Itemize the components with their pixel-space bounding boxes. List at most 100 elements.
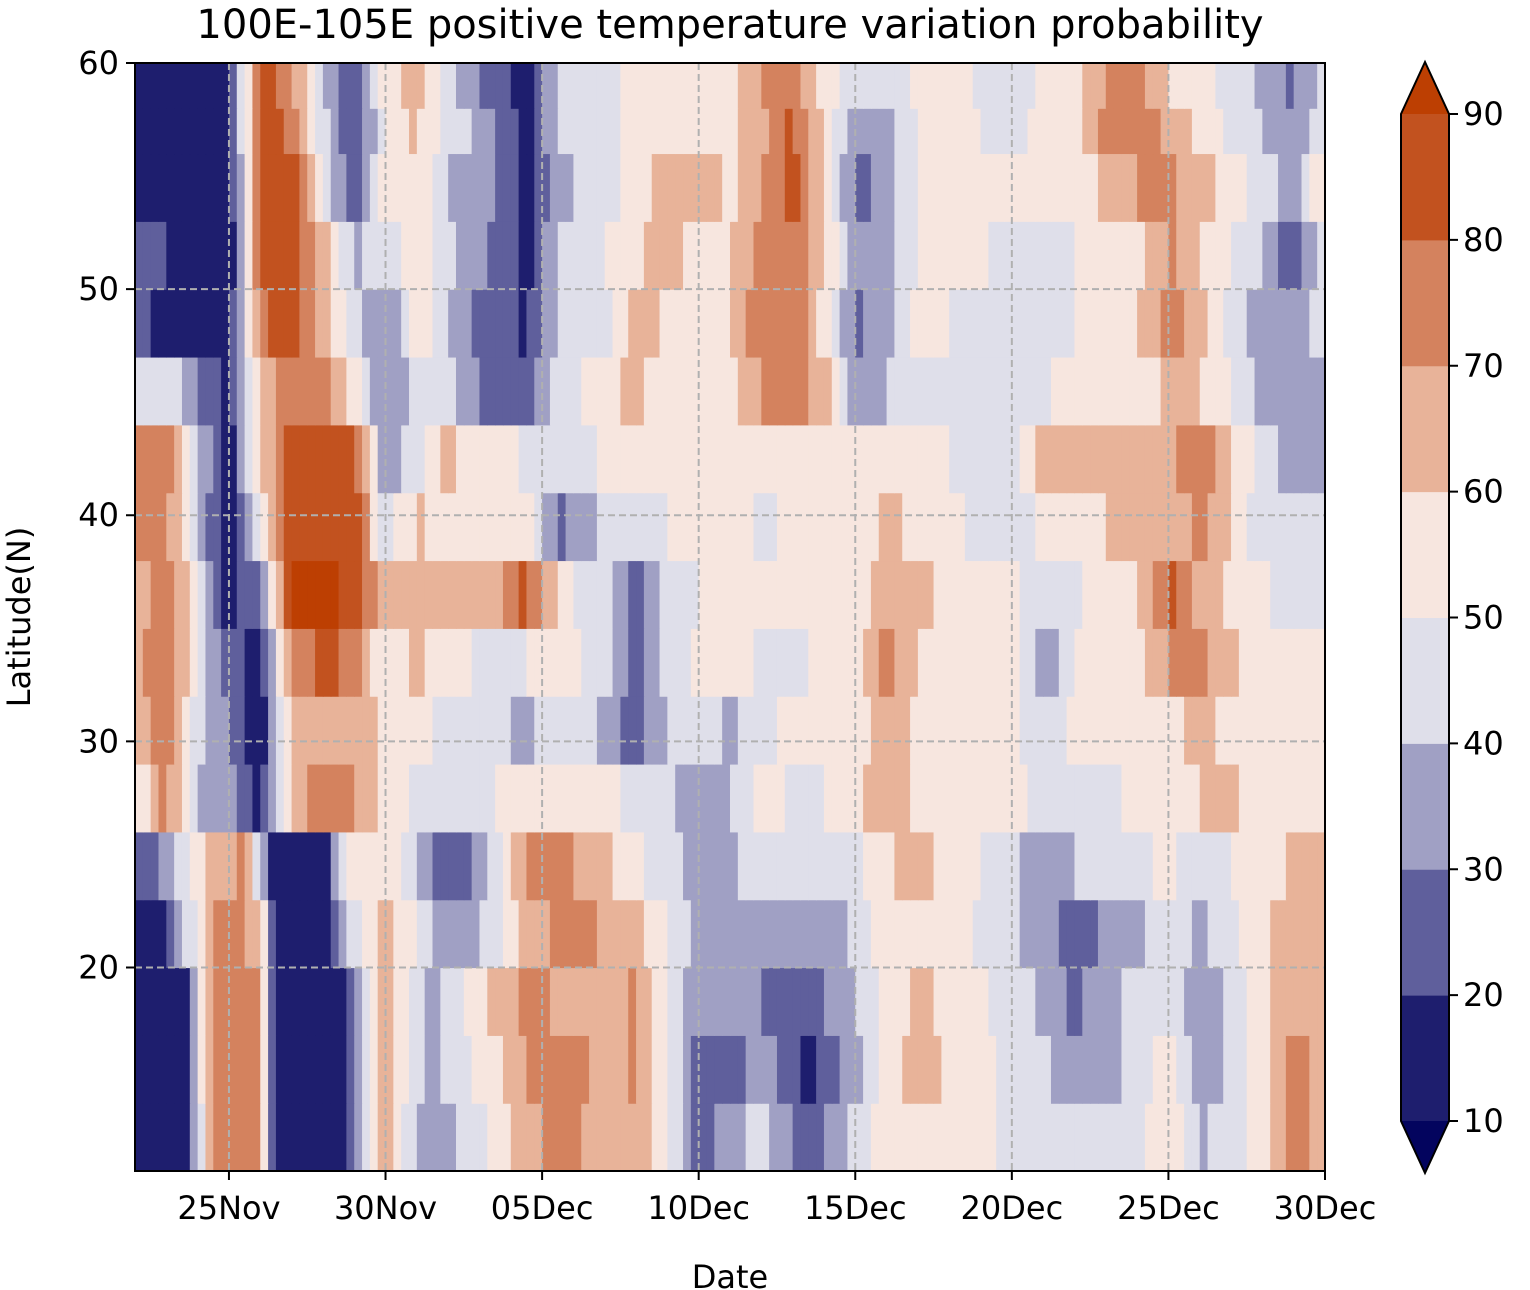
heatmap-cell bbox=[589, 289, 598, 358]
heatmap-cell bbox=[448, 899, 457, 969]
heatmap-cell bbox=[1238, 696, 1248, 765]
heatmap-cell bbox=[1262, 1035, 1271, 1104]
heatmap-cell bbox=[166, 63, 175, 109]
heatmap-cell bbox=[800, 628, 809, 697]
heatmap-cell bbox=[957, 356, 966, 426]
heatmap-cell bbox=[1066, 763, 1076, 833]
heatmap-cell bbox=[855, 221, 864, 290]
heatmap-cell bbox=[338, 1035, 347, 1104]
heatmap-cell bbox=[1043, 424, 1052, 494]
heatmap-cell bbox=[283, 967, 293, 1036]
heatmap-cell bbox=[1246, 63, 1256, 109]
heatmap-cell bbox=[1293, 424, 1303, 494]
heatmap-cell bbox=[628, 967, 637, 1036]
heatmap-cell bbox=[518, 153, 528, 222]
heatmap-cell bbox=[228, 899, 238, 969]
heatmap-cell bbox=[659, 1035, 668, 1104]
heatmap-cell bbox=[1301, 696, 1310, 765]
heatmap-cell bbox=[847, 763, 856, 833]
heatmap-cell bbox=[205, 831, 214, 901]
heatmap-cell bbox=[205, 1035, 214, 1104]
heatmap-cell bbox=[1129, 899, 1138, 969]
heatmap-cell bbox=[1254, 424, 1263, 494]
heatmap-cell bbox=[1097, 356, 1107, 426]
heatmap-cell bbox=[252, 831, 261, 901]
heatmap-cell bbox=[894, 221, 903, 290]
heatmap-cell bbox=[964, 967, 974, 1036]
heatmap-cell bbox=[221, 967, 230, 1036]
heatmap-cell bbox=[518, 63, 528, 109]
heatmap-cell bbox=[1121, 696, 1130, 765]
heatmap-cell bbox=[1137, 492, 1146, 562]
heatmap-cell bbox=[174, 108, 183, 155]
heatmap-cell bbox=[737, 696, 747, 765]
heatmap-cell bbox=[761, 153, 770, 222]
heatmap-cell bbox=[589, 628, 598, 697]
heatmap-cell bbox=[1137, 153, 1146, 222]
heatmap-cell bbox=[917, 628, 927, 697]
heatmap-cell bbox=[377, 1035, 387, 1104]
heatmap-cell bbox=[1238, 1103, 1248, 1172]
heatmap-cell bbox=[166, 967, 175, 1036]
heatmap-cell bbox=[1207, 831, 1216, 901]
heatmap-cell bbox=[205, 424, 214, 494]
heatmap-cell bbox=[902, 424, 911, 494]
heatmap-cell bbox=[737, 492, 747, 562]
heatmap-cell bbox=[1082, 289, 1091, 358]
heatmap-cell bbox=[142, 1103, 152, 1172]
heatmap-cell bbox=[675, 560, 684, 629]
heatmap-cell bbox=[651, 1103, 661, 1172]
heatmap-cell bbox=[455, 492, 465, 562]
heatmap-cell bbox=[917, 899, 927, 969]
heatmap-cell bbox=[1262, 63, 1271, 109]
heatmap-cell bbox=[1066, 492, 1076, 562]
heatmap-cell bbox=[659, 356, 668, 426]
heatmap-cell bbox=[612, 628, 621, 697]
heatmap-cell bbox=[495, 424, 504, 494]
heatmap-cell bbox=[354, 628, 363, 697]
heatmap-cell bbox=[495, 831, 504, 901]
heatmap-cell bbox=[1105, 1103, 1115, 1172]
heatmap-cell bbox=[1019, 1103, 1029, 1172]
heatmap-cell bbox=[1293, 560, 1303, 629]
heatmap-cell bbox=[1207, 108, 1216, 155]
heatmap-cell bbox=[847, 356, 856, 426]
heatmap-cell bbox=[949, 831, 958, 901]
heatmap-cell bbox=[135, 492, 144, 562]
heatmap-cell bbox=[487, 424, 496, 494]
heatmap-cell bbox=[463, 424, 473, 494]
heatmap-cell bbox=[346, 1035, 355, 1104]
heatmap-cell bbox=[628, 492, 637, 562]
heatmap-cell bbox=[409, 696, 418, 765]
heatmap-cell bbox=[1082, 424, 1091, 494]
heatmap-cell bbox=[150, 153, 160, 222]
heatmap-cell bbox=[1184, 108, 1193, 155]
heatmap-cell bbox=[174, 153, 183, 222]
heatmap-cell bbox=[283, 560, 293, 629]
heatmap-cell bbox=[291, 221, 301, 290]
heatmap-cell bbox=[1254, 63, 1263, 109]
heatmap-cell bbox=[1074, 153, 1083, 222]
heatmap-cell bbox=[1207, 560, 1216, 629]
heatmap-cell bbox=[1293, 967, 1303, 1036]
heatmap-cell bbox=[1043, 63, 1052, 109]
heatmap-cell bbox=[228, 63, 238, 109]
heatmap-cell bbox=[745, 63, 755, 109]
heatmap-cell bbox=[142, 831, 152, 901]
heatmap-cell bbox=[745, 763, 755, 833]
heatmap-cell bbox=[933, 967, 942, 1036]
heatmap-cell bbox=[964, 424, 974, 494]
heatmap-cell bbox=[612, 763, 621, 833]
heatmap-cell bbox=[855, 831, 864, 901]
heatmap-cell bbox=[776, 424, 786, 494]
heatmap-cell bbox=[189, 628, 199, 697]
heatmap-cell bbox=[510, 63, 520, 109]
heatmap-cell bbox=[863, 1035, 872, 1104]
heatmap-cell bbox=[565, 763, 575, 833]
heatmap-cell bbox=[174, 763, 183, 833]
heatmap-cell bbox=[158, 763, 167, 833]
heatmap-cell bbox=[800, 831, 809, 901]
heatmap-cell bbox=[753, 763, 762, 833]
heatmap-cell bbox=[495, 696, 504, 765]
heatmap-cell bbox=[1113, 63, 1123, 109]
